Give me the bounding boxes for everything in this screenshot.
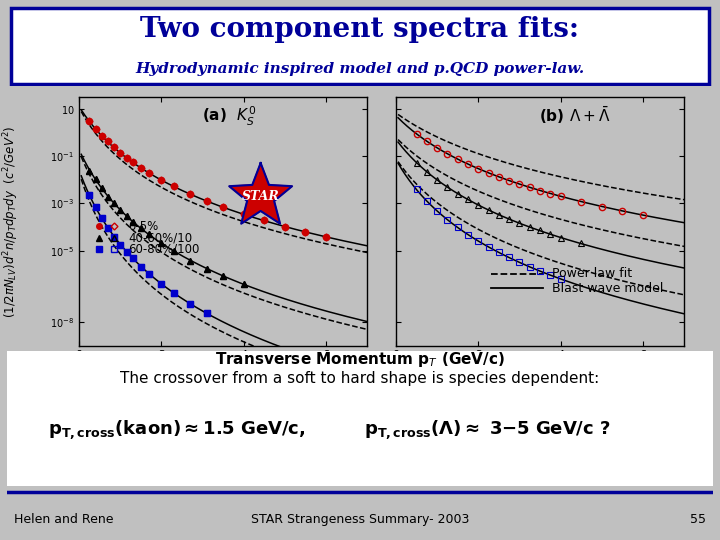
Text: 40-60%/10: 40-60%/10 <box>128 231 192 244</box>
Text: The crossover from a soft to hard shape is species dependent:: The crossover from a soft to hard shape … <box>120 372 600 386</box>
Text: 55: 55 <box>690 512 706 526</box>
Text: $\mathbf{p_{T,cross}(\Lambda)\approx\ 3{-}5\ GeV/c\ ?}$: $\mathbf{p_{T,cross}(\Lambda)\approx\ 3{… <box>364 418 610 441</box>
FancyBboxPatch shape <box>11 8 709 84</box>
Text: $(1/2\pi N_{LV})d^2n/p_Tdp_Tdy\ \ (c^2/GeV^2)$: $(1/2\pi N_{LV})d^2n/p_Tdp_Tdy\ \ (c^2/G… <box>1 125 21 318</box>
Text: Helen and Rene: Helen and Rene <box>14 512 114 526</box>
Text: Power law fit: Power law fit <box>552 267 631 280</box>
Text: $\mathbf{p_{T,cross}(kaon)\approx 1.5\ GeV/c,}$: $\mathbf{p_{T,cross}(kaon)\approx 1.5\ G… <box>48 418 305 441</box>
Text: STAR Strangeness Summary- 2003: STAR Strangeness Summary- 2003 <box>251 512 469 526</box>
Text: Transverse Momentum p$_T$ (GeV/c): Transverse Momentum p$_T$ (GeV/c) <box>215 349 505 369</box>
Text: Two component spectra fits:: Two component spectra fits: <box>140 16 580 43</box>
Polygon shape <box>229 163 292 224</box>
Text: 0-5%: 0-5% <box>128 220 158 233</box>
Text: STAR: STAR <box>242 190 279 203</box>
Text: 60-80%/100: 60-80%/100 <box>128 242 199 256</box>
Text: Hydrodynamic inspired model and p.QCD power-law.: Hydrodynamic inspired model and p.QCD po… <box>135 62 585 76</box>
Text: Blast wave model: Blast wave model <box>552 282 663 295</box>
Text: (a)  $K_S^0$: (a) $K_S^0$ <box>202 105 256 128</box>
Text: (b) $\Lambda+\bar{\Lambda}$: (b) $\Lambda+\bar{\Lambda}$ <box>539 105 611 126</box>
